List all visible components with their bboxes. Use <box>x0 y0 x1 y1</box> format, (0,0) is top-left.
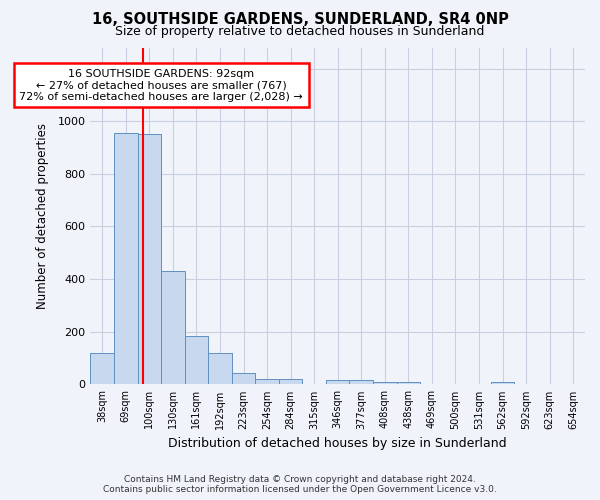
Bar <box>326 380 349 384</box>
Bar <box>397 382 420 384</box>
Bar <box>137 134 161 384</box>
Y-axis label: Number of detached properties: Number of detached properties <box>36 123 49 309</box>
Bar <box>232 372 255 384</box>
Bar <box>91 353 114 384</box>
Text: 16, SOUTHSIDE GARDENS, SUNDERLAND, SR4 0NP: 16, SOUTHSIDE GARDENS, SUNDERLAND, SR4 0… <box>92 12 508 28</box>
Bar <box>255 379 279 384</box>
Bar <box>279 379 302 384</box>
Bar <box>349 380 373 384</box>
Text: 16 SOUTHSIDE GARDENS: 92sqm
← 27% of detached houses are smaller (767)
72% of se: 16 SOUTHSIDE GARDENS: 92sqm ← 27% of det… <box>19 68 303 102</box>
Text: Contains HM Land Registry data © Crown copyright and database right 2024.
Contai: Contains HM Land Registry data © Crown c… <box>103 474 497 494</box>
X-axis label: Distribution of detached houses by size in Sunderland: Distribution of detached houses by size … <box>169 437 507 450</box>
Bar <box>491 382 514 384</box>
Bar <box>373 382 397 384</box>
Bar <box>114 133 137 384</box>
Text: Size of property relative to detached houses in Sunderland: Size of property relative to detached ho… <box>115 25 485 38</box>
Bar <box>185 336 208 384</box>
Bar <box>208 353 232 384</box>
Bar <box>161 271 185 384</box>
